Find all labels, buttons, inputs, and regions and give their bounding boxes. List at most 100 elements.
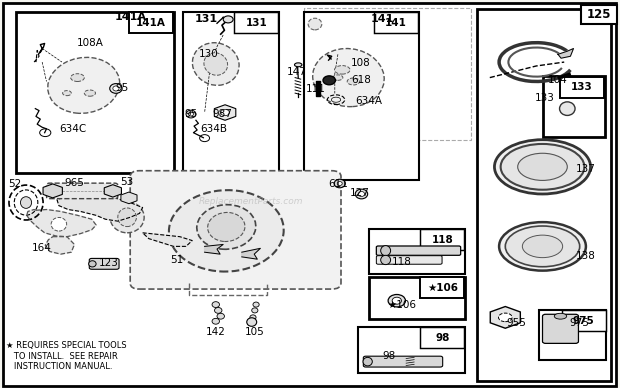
Ellipse shape [334,179,345,188]
Ellipse shape [505,226,580,267]
FancyBboxPatch shape [89,258,119,269]
Bar [358,327,465,373]
Bar [304,8,471,140]
Ellipse shape [294,63,302,67]
Polygon shape [242,248,260,259]
Text: 975: 975 [570,318,590,328]
FancyBboxPatch shape [542,314,578,343]
Text: 141A: 141A [136,17,166,28]
Ellipse shape [501,144,584,190]
Ellipse shape [71,74,84,81]
Bar [16,12,174,173]
Text: 975: 975 [573,316,595,326]
Ellipse shape [110,202,144,233]
Polygon shape [45,237,74,254]
FancyBboxPatch shape [363,356,443,367]
Ellipse shape [192,43,239,85]
Text: 611: 611 [329,178,348,189]
Text: 131: 131 [194,14,218,24]
Text: 95: 95 [115,83,129,93]
FancyBboxPatch shape [562,310,606,331]
Ellipse shape [186,110,196,118]
Ellipse shape [363,357,372,366]
Ellipse shape [188,112,193,116]
Text: 118: 118 [392,257,412,267]
Ellipse shape [388,294,405,307]
Ellipse shape [113,86,119,91]
Text: 131: 131 [246,17,267,28]
Text: 133: 133 [534,93,554,103]
Ellipse shape [20,197,32,208]
FancyBboxPatch shape [420,229,464,250]
Text: ★106: ★106 [427,283,458,293]
Ellipse shape [381,255,391,265]
Bar [369,229,465,274]
Ellipse shape [323,76,335,85]
Ellipse shape [208,213,245,241]
Text: 634B: 634B [200,124,228,134]
Text: 141: 141 [371,14,394,24]
Polygon shape [205,244,223,254]
Ellipse shape [212,302,219,307]
Ellipse shape [250,315,256,320]
Text: 141A: 141A [114,12,146,23]
Bar [539,310,606,360]
Polygon shape [143,233,192,246]
Ellipse shape [217,314,224,319]
FancyBboxPatch shape [374,12,418,33]
FancyBboxPatch shape [234,12,278,33]
Text: 634A: 634A [355,96,382,106]
Ellipse shape [63,90,71,96]
Ellipse shape [204,53,228,75]
Ellipse shape [554,314,567,319]
Bar [304,12,419,180]
FancyBboxPatch shape [130,171,341,289]
Text: 142: 142 [206,327,226,337]
Ellipse shape [498,313,512,322]
Text: 123: 123 [99,258,119,268]
Text: 98: 98 [435,333,449,343]
Text: 141: 141 [385,17,407,28]
Text: 955: 955 [506,318,526,328]
Text: 51: 51 [170,255,184,265]
Text: 965: 965 [64,178,84,188]
Ellipse shape [252,308,258,313]
FancyBboxPatch shape [376,256,442,264]
Ellipse shape [495,140,590,194]
Text: 105: 105 [244,327,264,337]
Ellipse shape [522,235,563,258]
Text: 125: 125 [587,8,611,21]
Text: 108: 108 [351,58,371,68]
Ellipse shape [89,261,96,267]
Text: 52: 52 [8,179,22,189]
Bar [477,9,611,381]
Ellipse shape [358,192,365,196]
Text: ★106: ★106 [388,300,416,310]
Ellipse shape [223,16,233,23]
Ellipse shape [110,83,122,94]
Text: 127: 127 [350,188,370,198]
Text: 138: 138 [575,251,595,261]
Polygon shape [558,48,574,58]
FancyBboxPatch shape [420,327,464,348]
Ellipse shape [197,205,256,249]
Ellipse shape [215,307,222,314]
Ellipse shape [499,222,586,271]
Ellipse shape [308,18,322,30]
FancyBboxPatch shape [46,183,118,199]
Polygon shape [57,194,143,221]
Ellipse shape [51,217,67,231]
Ellipse shape [337,182,342,185]
Ellipse shape [381,246,391,256]
Ellipse shape [518,153,567,180]
Text: 108A: 108A [76,38,104,48]
Text: 164: 164 [32,243,52,253]
Text: ReplacementParts.com: ReplacementParts.com [199,197,303,206]
Ellipse shape [392,297,402,304]
Ellipse shape [355,189,368,199]
Text: 147: 147 [286,67,306,77]
Text: 133: 133 [571,82,593,92]
Bar [183,12,279,180]
Ellipse shape [347,78,360,85]
Ellipse shape [312,48,384,107]
